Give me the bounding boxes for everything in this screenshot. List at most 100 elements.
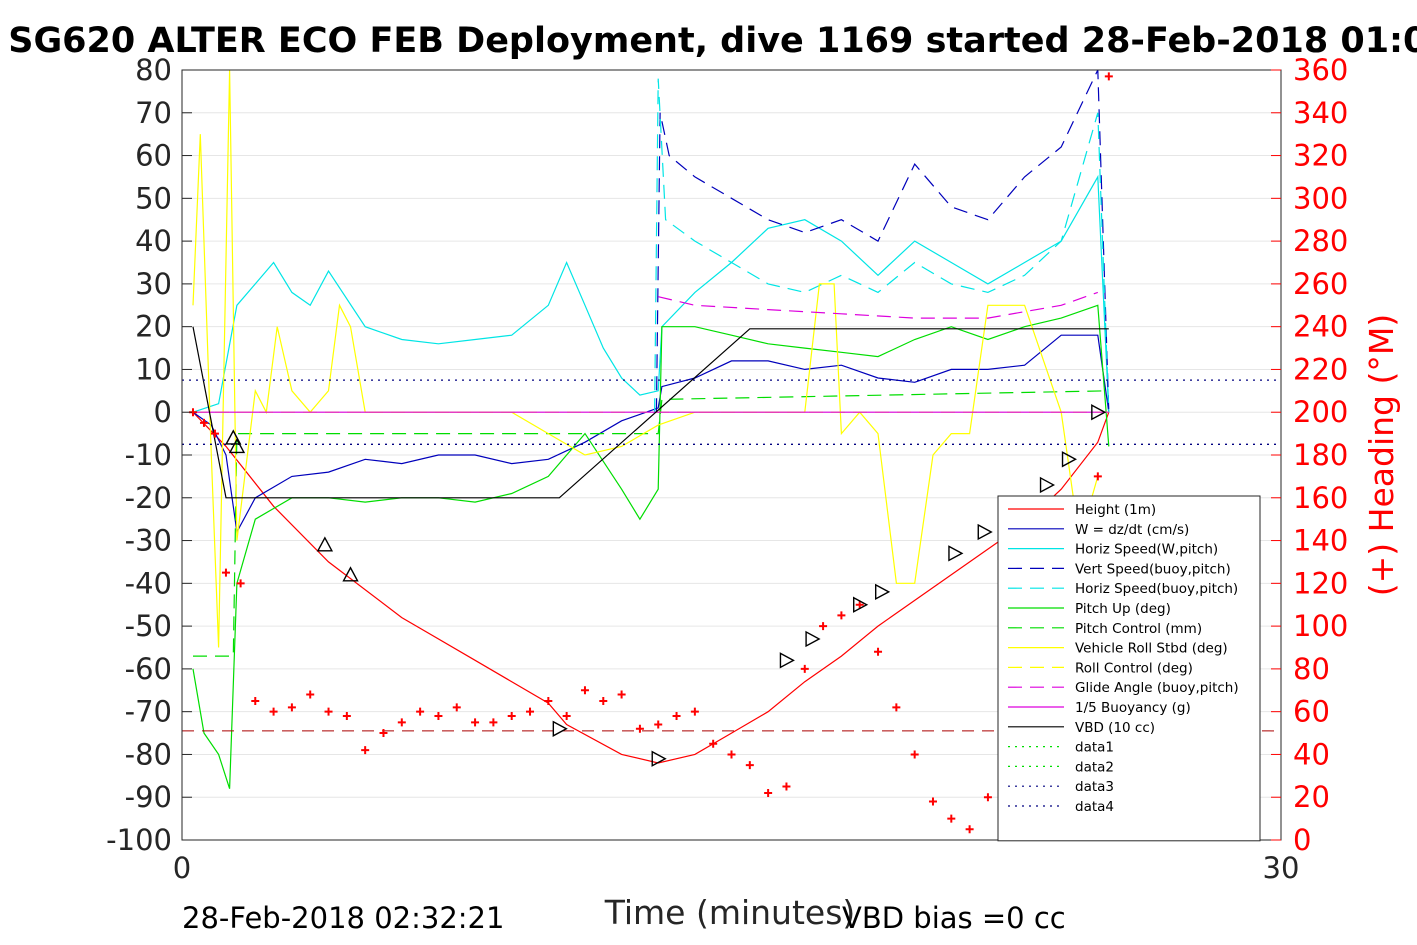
legend-entry-label: Height (1m) xyxy=(1075,502,1156,518)
heading-point xyxy=(324,707,333,716)
heading-point xyxy=(471,718,480,727)
y-left-tick-label: -20 xyxy=(125,481,172,515)
y-left-tick-label: 10 xyxy=(135,352,172,386)
heading-point xyxy=(617,690,626,699)
footer-timestamp: 28-Feb-2018 02:32:21 xyxy=(182,901,504,935)
heading-point xyxy=(690,707,699,716)
y-right-tick-label: 20 xyxy=(1293,780,1330,814)
y-right-tick-label: 240 xyxy=(1293,310,1348,344)
triangle-marker-right xyxy=(874,583,891,601)
heading-point xyxy=(507,711,516,720)
heading-point xyxy=(874,647,883,656)
heading-point xyxy=(562,711,571,720)
heading-point xyxy=(210,429,219,438)
y-left-tick-label: 70 xyxy=(135,96,172,130)
y-right-tick-label: 120 xyxy=(1293,566,1348,600)
y-left-tick-label: 40 xyxy=(135,224,172,258)
heading-point xyxy=(727,750,736,759)
y-right-tick-label: 140 xyxy=(1293,524,1348,558)
legend-entry-label: Vert Speed(buoy,pitch) xyxy=(1075,561,1231,577)
heading-point xyxy=(599,696,608,705)
heading-point xyxy=(800,664,809,673)
y-left-tick-label: -90 xyxy=(125,780,172,814)
y-left-tick-label: 30 xyxy=(135,267,172,301)
y-left-tick-label: -50 xyxy=(125,609,172,643)
heading-point xyxy=(855,600,864,609)
legend-entry-label: Vehicle Roll Stbd (deg) xyxy=(1075,641,1228,657)
heading-point xyxy=(434,711,443,720)
x-tick-label: 0 xyxy=(173,851,191,885)
heading-point xyxy=(342,711,351,720)
legend-entry-label: data2 xyxy=(1075,759,1114,775)
legend-entry-label: Glide Angle (buoy,pitch) xyxy=(1075,680,1239,696)
legend-entry-label: data3 xyxy=(1075,779,1114,795)
series-line-4 xyxy=(654,78,1110,413)
triangle-marker-right xyxy=(948,545,964,562)
heading-point xyxy=(819,622,828,631)
heading-point xyxy=(287,703,296,712)
series-line-1 xyxy=(192,334,1110,534)
y-right-tick-label: 160 xyxy=(1293,481,1348,515)
heading-point xyxy=(489,718,498,727)
heading-point xyxy=(236,579,245,588)
heading-point xyxy=(672,711,681,720)
heading-point xyxy=(544,696,553,705)
y-left-tick-label: 0 xyxy=(154,395,172,429)
legend-box xyxy=(997,495,1261,842)
y-right-tick-label: 200 xyxy=(1293,395,1348,429)
triangle-marker-right xyxy=(779,652,795,669)
y-right-tick-label: 280 xyxy=(1293,224,1348,258)
heading-point xyxy=(580,686,589,695)
triangle-marker-right xyxy=(1039,476,1056,494)
triangle-marker-right xyxy=(651,750,667,767)
triangle-marker-up xyxy=(342,566,359,582)
y-left-tick-label: 50 xyxy=(135,181,172,215)
y-left-tick-label: 80 xyxy=(135,53,172,87)
legend-entry-label: Roll Control (deg) xyxy=(1075,660,1193,676)
legend-entry-label: 1/5 Buoyancy (g) xyxy=(1075,700,1191,716)
triangle-marker-right xyxy=(853,596,869,613)
series-layer xyxy=(182,69,1281,789)
heading-point xyxy=(1104,72,1113,81)
x-tick-label: 30 xyxy=(1263,851,1300,885)
legend-entry-label: Pitch Control (mm) xyxy=(1075,621,1202,637)
x-axis-label: Time (minutes) xyxy=(604,893,856,932)
y-right-tick-label: 320 xyxy=(1293,139,1348,173)
heading-point xyxy=(269,707,278,716)
y-left-tick-label: -70 xyxy=(125,695,172,729)
series-line-3 xyxy=(655,69,1110,413)
y-right-tick-label: 300 xyxy=(1293,181,1348,215)
y-right-tick-label: 220 xyxy=(1293,352,1348,386)
y-left-tick-label: -100 xyxy=(106,823,172,857)
heading-point xyxy=(910,750,919,759)
y-right-tick-label: 360 xyxy=(1293,53,1348,87)
triangle-marker-up xyxy=(225,429,242,445)
heading-point xyxy=(306,690,315,699)
triangle-marker-right xyxy=(1091,404,1107,421)
series-line-2 xyxy=(192,174,1110,413)
legend-entry-label: Horiz Speed(W,pitch) xyxy=(1075,542,1218,558)
series-line-6 xyxy=(193,390,1109,657)
legend-entry-label: W = dz/dt (cm/s) xyxy=(1075,522,1189,538)
y-right-tick-label: 180 xyxy=(1293,438,1348,472)
legend-entry-label: Horiz Speed(buoy,pitch) xyxy=(1075,581,1238,597)
legend-entry-label: data1 xyxy=(1075,740,1114,756)
y-left-tick-label: -30 xyxy=(125,524,172,558)
y-right-tick-label: 40 xyxy=(1293,737,1330,771)
footer-vbd-bias: VBD bias =0 cc xyxy=(842,901,1066,935)
legend-entry-label: Pitch Up (deg) xyxy=(1075,601,1171,617)
y-left-tick-label: -80 xyxy=(125,737,172,771)
legend-entry-label: data4 xyxy=(1075,799,1114,815)
heading-point xyxy=(965,825,974,834)
heading-point xyxy=(837,611,846,620)
y-right-axis-label: (+) Heading (°M) xyxy=(1362,314,1401,596)
heading-point xyxy=(709,739,718,748)
marker-layer xyxy=(188,72,1113,834)
heading-point xyxy=(361,746,370,755)
heading-point xyxy=(416,707,425,716)
heading-point xyxy=(251,696,260,705)
y-left-tick-label: -60 xyxy=(125,652,172,686)
triangle-marker-right xyxy=(552,720,568,737)
heading-point xyxy=(654,720,663,729)
